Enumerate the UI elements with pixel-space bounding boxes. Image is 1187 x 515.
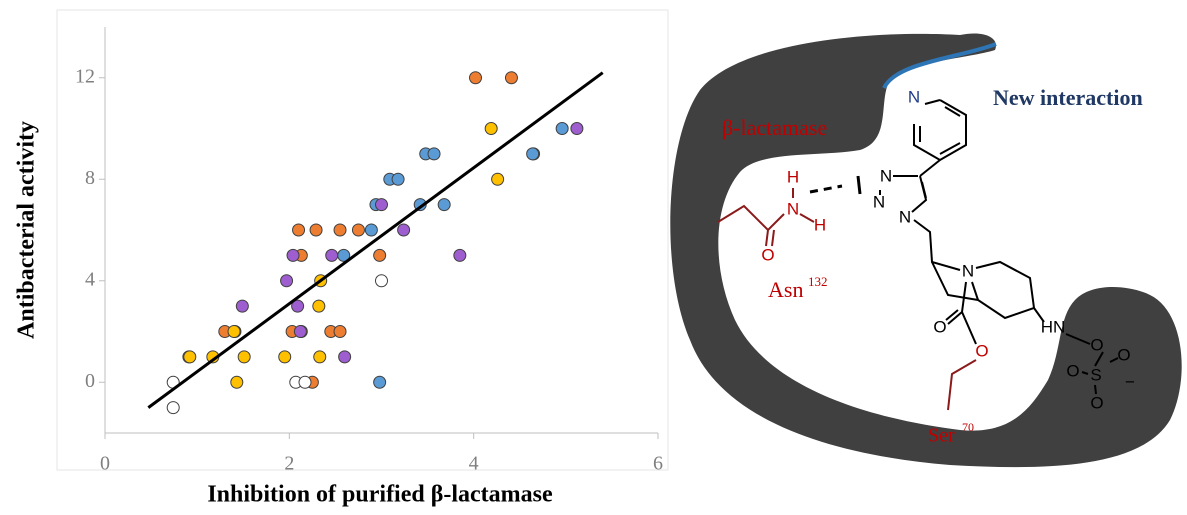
scatter-point (427, 147, 441, 161)
atom-label: S (1090, 365, 1101, 384)
enzyme-label: β-lactamase (722, 115, 827, 140)
atom-label: HN (1041, 317, 1066, 336)
scatter-point (375, 198, 388, 212)
atom-label: O (933, 317, 946, 336)
y-tick-label: 4 (85, 268, 95, 290)
x-tick-label: 6 (653, 453, 663, 475)
scatter-point (286, 248, 300, 262)
scatter-point (278, 350, 292, 364)
scatter-point (391, 172, 405, 186)
scatter-point (570, 122, 584, 135)
atom-label: N (962, 261, 974, 280)
scatter-point (397, 223, 411, 237)
enzyme-shape (670, 33, 1182, 468)
ser-label: Ser (928, 425, 955, 447)
scatter-point (453, 248, 467, 262)
y-tick-label: 8 (85, 167, 95, 189)
scatter-point (526, 147, 540, 161)
scatter-point (166, 401, 180, 415)
scatter-point (338, 350, 352, 364)
atom-label: H (787, 167, 799, 186)
atom-label: − (1125, 372, 1135, 391)
y-axis-title: Antibacterial activity (14, 121, 40, 339)
scatter-point (437, 198, 451, 212)
scatter-point (227, 325, 241, 338)
atom-label: O (761, 245, 774, 264)
scatter-point (291, 299, 305, 313)
scatter-point (333, 325, 347, 338)
scatter-point (313, 350, 327, 364)
atom-label: N (787, 199, 799, 218)
y-tick-label: 0 (85, 370, 95, 392)
scatter-point (230, 375, 244, 389)
scatter-point (373, 375, 387, 389)
scatter-point (235, 299, 249, 313)
atom-label: O (1090, 335, 1103, 354)
scatter-point (280, 274, 294, 288)
x-axis-title: Inhibition of purified β-lactamase (207, 482, 553, 508)
scatter-chart: 0 4 8 12 0 2 4 6 (75, 27, 663, 475)
scatter-point (504, 71, 518, 85)
scatter-point (293, 325, 307, 338)
scatter-point (325, 248, 339, 262)
atom-label: H (814, 215, 826, 234)
atom-label: O (1117, 345, 1130, 364)
scatter-point (351, 223, 365, 237)
atom-label: N (880, 166, 892, 185)
ser-number: 70 (962, 420, 974, 434)
scatter-point (555, 122, 569, 135)
y-tick-label: 12 (75, 65, 95, 87)
atom-label: N (873, 192, 885, 211)
chart-frame (56, 9, 669, 471)
atom-label: O (1090, 393, 1103, 412)
trend-line (147, 71, 604, 409)
scatter-point (237, 350, 251, 364)
atom-label: N (908, 87, 920, 106)
x-tick-label: 4 (469, 453, 479, 475)
interaction-label: New interaction (993, 85, 1143, 110)
diagram: β-lactamase New interaction Asn 132 Ser … (670, 33, 1182, 468)
x-tick-label: 0 (100, 453, 110, 475)
scatter-point (292, 223, 306, 237)
scatter-point (309, 223, 323, 237)
scatter-point (375, 274, 388, 288)
x-tick-label: 2 (284, 453, 294, 475)
scatter-point (373, 248, 387, 262)
scatter-point (183, 350, 197, 364)
atom-label: N (899, 207, 911, 226)
asn-label: Asn (768, 277, 803, 302)
scatter-point (491, 172, 505, 186)
scatter-point (298, 375, 312, 389)
interaction-line (882, 42, 997, 90)
scatter-point (469, 71, 483, 85)
scatter-point (333, 223, 347, 237)
atom-label: O (1066, 361, 1079, 380)
scatter-point (364, 223, 378, 237)
scatter-point (484, 122, 498, 135)
scatter-point (312, 299, 326, 313)
atom-label: O (975, 341, 988, 360)
molecule-bonds (717, 99, 1119, 411)
asn-number: 132 (808, 274, 828, 289)
